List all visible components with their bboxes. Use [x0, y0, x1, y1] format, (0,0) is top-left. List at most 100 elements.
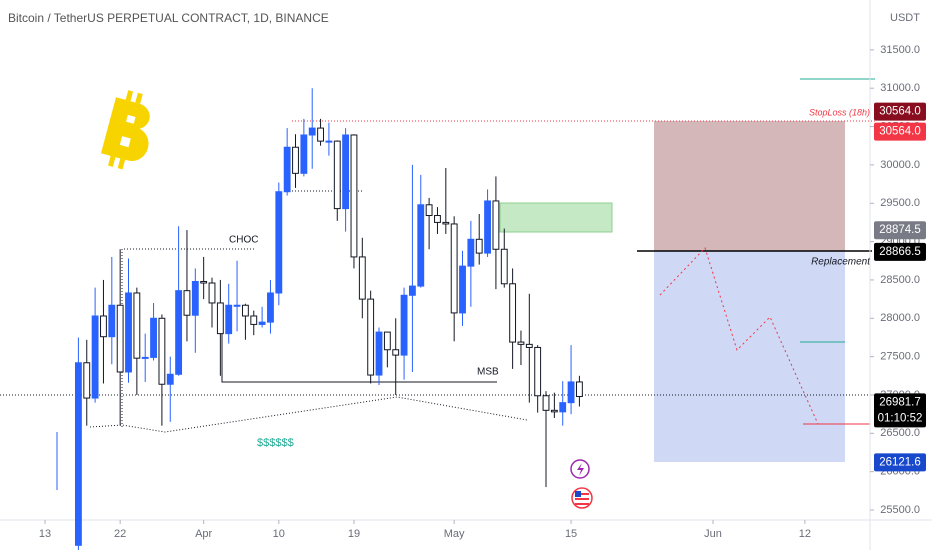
- candle-body: [525, 343, 533, 348]
- y-tick-label: 31500.0: [880, 44, 920, 56]
- candle-body: [225, 304, 233, 335]
- x-tick-label: 19: [348, 528, 360, 540]
- candle-body: [100, 315, 107, 338]
- flag-stripe: [575, 498, 589, 500]
- candle-body: [484, 200, 491, 254]
- candle-body: [467, 238, 475, 267]
- y-tick-label: 30000.0: [880, 159, 920, 171]
- candle-body: [575, 381, 583, 398]
- projection: [659, 247, 819, 425]
- x-tick-label: 13: [39, 528, 51, 540]
- candle-body: [267, 292, 274, 323]
- annotation: StopLoss (18h): [809, 107, 870, 117]
- candle-body: [434, 215, 441, 223]
- candle-body: [74, 362, 82, 546]
- candle-body: [166, 373, 174, 385]
- candle-body: [509, 283, 517, 343]
- candle-body: [292, 146, 299, 174]
- candle-body: [108, 304, 116, 338]
- candle-body: [392, 349, 400, 356]
- price-tag: [874, 122, 926, 141]
- msb-line: [221, 315, 497, 383]
- y-tick-label: 27500.0: [880, 351, 920, 363]
- x-tick-label: Jun: [704, 528, 722, 540]
- y-tick-label: 25500.0: [880, 504, 920, 516]
- candle-body: [258, 321, 266, 325]
- candle-body: [275, 191, 283, 294]
- y-tick-label: 29500.0: [880, 197, 920, 209]
- candle-body: [125, 292, 132, 373]
- candle-body: [358, 256, 366, 300]
- x-tick-label: 22: [114, 528, 126, 540]
- price-tag: [874, 221, 926, 240]
- candle-body: [367, 298, 375, 376]
- candle-body: [83, 362, 91, 399]
- candle-body: [233, 304, 241, 307]
- price-tag: [874, 453, 926, 472]
- candle-body: [216, 302, 224, 335]
- candle-body: [550, 409, 558, 413]
- candle-body: [342, 134, 350, 210]
- chart-title: Bitcoin / TetherUS PERPETUAL CONTRACT, 1…: [8, 11, 329, 25]
- flag-stripe: [575, 503, 589, 505]
- candle-body: [408, 285, 416, 296]
- candle-body: [475, 238, 483, 254]
- x-tick-label: 12: [799, 528, 811, 540]
- flag-canton: [575, 491, 581, 497]
- candle-body: [300, 134, 308, 174]
- price-tag-label: 28874.5: [879, 224, 921, 236]
- candle-body: [333, 140, 341, 210]
- y-tick-label: 28000.0: [880, 312, 920, 324]
- candle-body: [317, 127, 324, 142]
- candle-body: [283, 146, 291, 193]
- candle-body: [492, 200, 500, 250]
- candle-body: [400, 294, 408, 356]
- y-tick-label: 31000.0: [880, 82, 920, 94]
- candle-body: [308, 127, 316, 136]
- x-tick-label: May: [444, 528, 465, 540]
- event-icon: [577, 463, 584, 476]
- candle-body: [459, 265, 466, 314]
- x-tick-label: 15: [565, 528, 577, 540]
- price-tag: [874, 102, 926, 121]
- currency-label: USDT: [890, 12, 920, 24]
- candle-body: [425, 204, 433, 217]
- price-tag-label: 26981.7: [879, 396, 921, 408]
- price-tag-label: 26121.6: [879, 456, 921, 468]
- candle-body: [417, 204, 425, 287]
- candle-body: [150, 317, 157, 358]
- candle-body: [534, 346, 542, 397]
- choc-line: [121, 248, 255, 427]
- target-zone: [654, 251, 845, 462]
- candle-body: [116, 304, 124, 373]
- candle-body: [559, 402, 567, 413]
- flag-stripe: [575, 493, 589, 495]
- candle-body: [208, 282, 216, 304]
- annotation: MSB: [477, 367, 499, 378]
- candle-body: [375, 331, 383, 376]
- candle-body: [133, 292, 141, 359]
- y-tick-label: 28500.0: [880, 274, 920, 286]
- price-tag-label: 30564.0: [879, 126, 921, 138]
- price-tag-label: 28866.5: [879, 246, 921, 258]
- candle-body: [191, 280, 199, 316]
- liquidity-line: [89, 396, 528, 433]
- candle-body: [567, 381, 575, 404]
- countdown-label: 01:10:52: [878, 412, 923, 424]
- candle-body: [542, 395, 550, 411]
- candle-body: [383, 331, 391, 351]
- supply-zone: [499, 202, 613, 233]
- y-tick-label: 26500.0: [880, 427, 920, 439]
- candle-body: [241, 304, 249, 317]
- stop-zone: [654, 121, 845, 251]
- candle-body: [175, 290, 183, 375]
- candle-body: [250, 315, 258, 325]
- candle-body: [158, 317, 166, 385]
- candle-body: [141, 356, 149, 359]
- candle-body: [450, 223, 458, 314]
- candle-body: [350, 134, 358, 258]
- candle-body: [500, 248, 508, 285]
- candle-body: [91, 315, 99, 399]
- price-tag: [874, 242, 926, 261]
